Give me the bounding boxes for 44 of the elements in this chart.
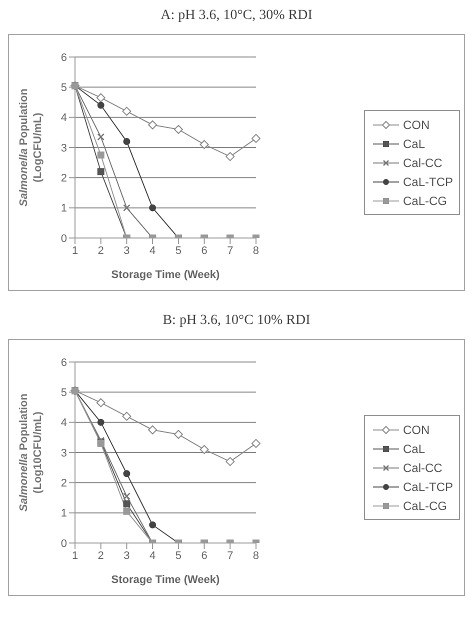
x-axis-title: Storage Time (Week) [111, 574, 220, 586]
y-tick-label: 4 [60, 112, 67, 124]
y-tick-label: 3 [60, 142, 67, 154]
legend-label: CaL-CG [402, 498, 447, 512]
y-tick-label: 5 [60, 387, 67, 400]
y-tick-label: 4 [60, 417, 67, 430]
y-tick-label: 1 [60, 508, 67, 520]
legend-label: CON [402, 118, 430, 132]
y-tick-label: 2 [60, 478, 67, 490]
chart-title: B: pH 3.6, 10°C 10% RDI [162, 313, 312, 330]
y-tick-label: 6 [60, 52, 67, 64]
legend-label: Cal-CC [402, 460, 442, 474]
y-tick-label: 0 [60, 232, 67, 245]
x-tick-label: 3 [124, 244, 130, 257]
chart-title: A: pH 3.6, 10°C, 30% RDI [160, 8, 314, 25]
y-tick-label: 0 [60, 538, 67, 550]
x-tick-label: 6 [201, 550, 208, 562]
x-axis-title: Storage Time (Week) [111, 269, 220, 281]
x-tick-label: 7 [227, 244, 234, 257]
y-tick-label: 1 [60, 202, 67, 215]
legend-label: CaL-TCP [402, 480, 453, 494]
x-tick-label: 8 [252, 244, 260, 257]
y-tick-label: 5 [60, 82, 67, 94]
legend-label: CaL [402, 442, 425, 456]
legend-label: CaL-TCP [402, 174, 453, 188]
y-tick-label: 6 [60, 356, 67, 369]
x-tick-label: 5 [175, 550, 182, 562]
x-tick-label: 8 [252, 550, 260, 562]
legend-label: CON [402, 422, 430, 436]
x-tick-label: 3 [124, 550, 130, 562]
y-tick-label: 3 [60, 447, 67, 460]
x-tick-label: 4 [150, 550, 156, 562]
x-tick-label: 7 [227, 550, 234, 562]
x-tick-label: 1 [72, 244, 78, 257]
x-tick-label: 2 [98, 244, 104, 257]
y-tick-label: 2 [60, 172, 67, 185]
legend-label: CaL-CG [402, 194, 447, 208]
legend-label: Cal-CC [402, 156, 442, 170]
legend-label: CaL [402, 136, 425, 150]
x-tick-label: 2 [98, 550, 104, 562]
x-tick-label: 4 [150, 244, 156, 257]
x-tick-label: 5 [175, 244, 182, 257]
x-tick-label: 1 [72, 550, 78, 562]
x-tick-label: 6 [201, 244, 208, 257]
